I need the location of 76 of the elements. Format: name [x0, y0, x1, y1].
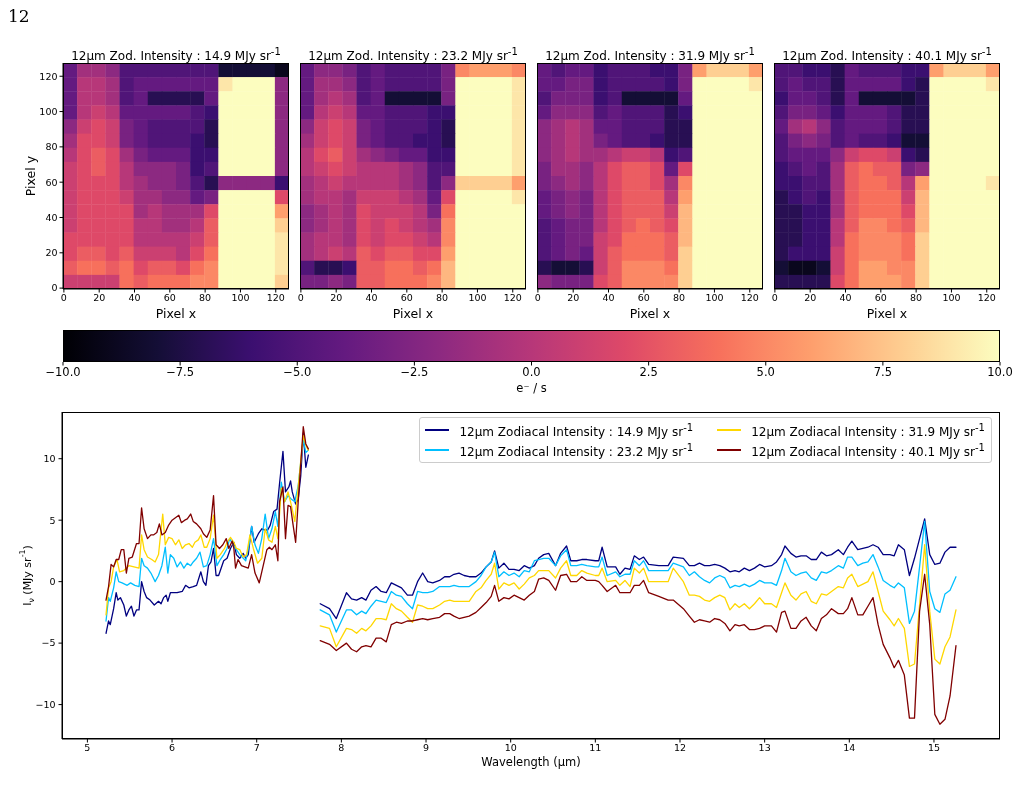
- y-tick-label: 60: [45, 176, 58, 188]
- x-tick-label: 20: [804, 292, 817, 304]
- color-bar-title: e⁻ / s: [516, 381, 547, 395]
- x-tick-label: 40: [839, 292, 852, 304]
- x-tick-label: 80: [910, 292, 923, 304]
- x-tick-label: 120: [977, 292, 996, 304]
- color-bar-label: 2.5: [639, 364, 658, 379]
- x-tick-label: 9: [423, 742, 430, 754]
- legend-label: 12μm Zodiacal Intensity : 31.9 MJy sr$^{-1}$: [751, 421, 985, 439]
- color-bar-label: 10.0: [987, 364, 1013, 379]
- chart-title: 12μm Zod. Intensity : 40.1 MJy sr$^{-1}$: [781, 45, 993, 63]
- x-tick-label: 120: [266, 292, 285, 304]
- x-tick-label: 14: [843, 742, 856, 754]
- y-tick-label: 100: [39, 105, 58, 117]
- x-tick-label: 20: [93, 292, 106, 304]
- chart-title: 12μm Zod. Intensity : 14.9 MJy sr$^{-1}$: [70, 45, 282, 63]
- x-tick-label: 40: [602, 292, 615, 304]
- x-tick-label: 120: [503, 292, 522, 304]
- x-tick-label: 100: [468, 292, 487, 304]
- x-axis-title: Pixel x: [392, 305, 434, 321]
- x-axis-title: Pixel x: [866, 305, 908, 321]
- x-tick-label: 11: [589, 742, 602, 754]
- x-tick-label: 12: [673, 742, 687, 754]
- legend-label: 12μm Zodiacal Intensity : 14.9 MJy sr$^{-1}$: [459, 421, 694, 439]
- y-tick-label: 10: [43, 453, 56, 465]
- x-tick-label: 60: [163, 292, 176, 304]
- x-tick-label: 7: [253, 742, 260, 754]
- x-tick-label: 10: [504, 742, 517, 754]
- x-tick-label: 0: [297, 292, 304, 304]
- x-tick-label: 40: [365, 292, 378, 304]
- x-tick-label: 15: [927, 742, 941, 754]
- x-tick-label: 5: [84, 742, 91, 754]
- x-tick-label: 100: [705, 292, 724, 304]
- color-bar-label: 5.0: [756, 364, 775, 379]
- legend-label: 12μm Zodiacal Intensity : 40.1 MJy sr$^{-1}$: [751, 441, 985, 459]
- x-axis-title: Pixel x: [629, 305, 671, 321]
- x-tick-label: 20: [330, 292, 343, 304]
- chart-title: 12μm Zod. Intensity : 31.9 MJy sr$^{-1}$: [544, 45, 756, 63]
- x-tick-label: 0: [534, 292, 541, 304]
- x-axis-title: Wavelength (μm): [481, 755, 581, 769]
- y-tick-label: 40: [45, 211, 58, 223]
- x-tick-label: 120: [740, 292, 759, 304]
- color-bar-label: −7.5: [166, 364, 195, 379]
- x-tick-label: 80: [673, 292, 686, 304]
- y-tick-label: 120: [39, 70, 58, 82]
- chart-title: 12μm Zod. Intensity : 23.2 MJy sr$^{-1}$: [307, 45, 519, 63]
- y-tick-label: −5: [41, 637, 56, 649]
- y-tick-label: 80: [45, 141, 58, 153]
- x-tick-label: 6: [169, 742, 176, 754]
- text: 12: [8, 6, 30, 26]
- color-bar-label: 7.5: [873, 364, 893, 379]
- x-tick-label: 0: [771, 292, 778, 304]
- x-tick-label: 100: [942, 292, 961, 304]
- x-tick-label: 100: [231, 292, 250, 304]
- x-tick-label: 60: [874, 292, 887, 304]
- y-tick-label: 5: [49, 514, 56, 526]
- x-tick-label: 20: [567, 292, 580, 304]
- color-bar-label: 0.0: [522, 364, 541, 379]
- y-tick-label: 20: [45, 247, 58, 259]
- color-bar-label: −5.0: [283, 364, 312, 379]
- y-axis-title: Pixel y: [22, 155, 38, 197]
- x-tick-label: 80: [436, 292, 449, 304]
- x-axis-title: Pixel x: [155, 305, 197, 321]
- x-tick-label: 60: [637, 292, 650, 304]
- color-bar-label: −2.5: [400, 364, 429, 379]
- x-tick-label: 13: [758, 742, 771, 754]
- color-bar-label: −10.0: [45, 364, 81, 379]
- y-tick-label: −10: [35, 698, 56, 710]
- x-tick-label: 8: [338, 742, 345, 754]
- y-tick-label: 0: [51, 282, 58, 294]
- y-tick-label: 0: [49, 576, 56, 588]
- x-tick-label: 60: [400, 292, 413, 304]
- x-tick-label: 0: [60, 292, 67, 304]
- legend-label: 12μm Zodiacal Intensity : 23.2 MJy sr$^{-1}$: [459, 441, 694, 459]
- x-tick-label: 40: [128, 292, 141, 304]
- x-tick-label: 80: [199, 292, 212, 304]
